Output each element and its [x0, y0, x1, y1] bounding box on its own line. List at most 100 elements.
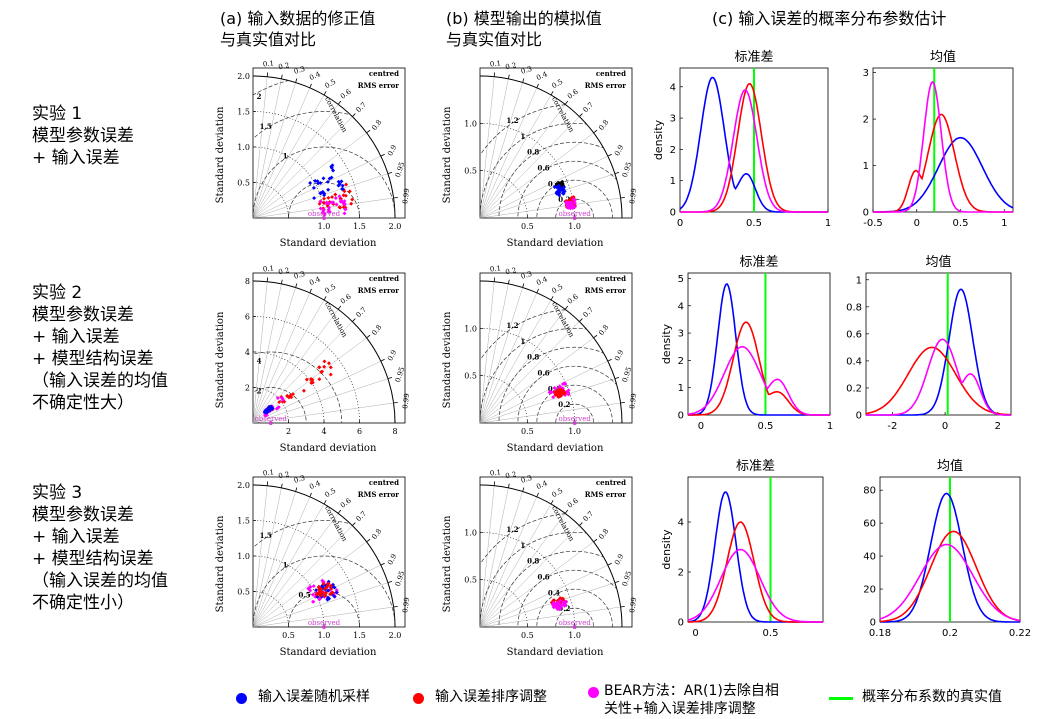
- y-tick-label: 0: [670, 208, 676, 219]
- rms-label: 1: [283, 561, 288, 570]
- x-tick-label: -2: [887, 421, 897, 432]
- y-tick-label: 1: [863, 161, 869, 172]
- observed-point: [268, 421, 273, 425]
- density-curve-red: [879, 530, 1021, 623]
- y-tick-label: 2: [678, 568, 684, 579]
- x-tick-label: 0.5: [758, 421, 774, 432]
- rms-arc: [555, 403, 594, 423]
- correlation-ray: [252, 485, 268, 628]
- y-axis-label: Standard deviation: [442, 515, 453, 612]
- correlation-label: 0.1: [490, 264, 502, 273]
- rms-label: 1.2: [506, 321, 518, 330]
- correlation-tick: [352, 113, 356, 117]
- correlation-ray: [252, 491, 296, 628]
- x-tick-label: 1.5: [353, 222, 366, 231]
- observed-point: [572, 421, 577, 425]
- data-point-blue: [325, 597, 330, 602]
- correlation-tick: [337, 509, 342, 514]
- correlation-ray: [479, 402, 621, 424]
- rms-label: 0.8: [527, 353, 539, 362]
- data-point-red: [322, 364, 327, 369]
- x-tick-label: 0.5: [763, 628, 779, 639]
- data-point-blue: [327, 176, 332, 181]
- correlation-ray: [252, 582, 388, 628]
- correlation-ray: [252, 173, 388, 219]
- correlation-label: 0.99: [628, 188, 638, 205]
- rms-arc: [555, 198, 594, 218]
- correlation-label: 0.95: [394, 570, 406, 587]
- data-point-blue: [326, 187, 331, 192]
- data-point-magenta: [321, 208, 326, 213]
- correlation-ray: [479, 491, 523, 628]
- observed-label: observed: [558, 210, 591, 218]
- correlation-ray: [479, 132, 594, 219]
- observed-label: observed: [558, 619, 591, 627]
- y-axis-label: Standard deviation: [442, 106, 453, 203]
- observed-label: observed: [308, 210, 341, 218]
- y-tick-label: 0.5: [237, 179, 250, 188]
- correlation-ray: [479, 78, 509, 219]
- density-curve-magenta: [873, 80, 1013, 213]
- x-tick-label: 1.0: [568, 427, 581, 436]
- data-point-magenta: [326, 209, 331, 214]
- data-point-red: [321, 582, 326, 587]
- correlation-ray: [252, 309, 339, 424]
- y-tick-label: 40: [863, 552, 876, 563]
- correlation-tick: [337, 100, 342, 105]
- taylor-outer-arc: [252, 484, 396, 628]
- centred-text: centred: [596, 274, 626, 283]
- data-point-blue: [336, 179, 341, 184]
- correlation-label: 0.6: [566, 292, 580, 305]
- correlation-tick: [607, 562, 612, 566]
- taylor-frame: [479, 272, 633, 424]
- y-axis-label: Standard deviation: [442, 311, 453, 408]
- correlation-ray: [252, 155, 381, 219]
- x-tick-label: 1: [827, 421, 833, 432]
- y-tick-label: 1: [856, 275, 862, 286]
- correlation-ray: [479, 299, 552, 424]
- legend-reorder-marker: [413, 693, 424, 704]
- centred-text: centred: [369, 69, 399, 78]
- data-point-blue: [340, 183, 345, 188]
- correlation-ray: [479, 197, 621, 219]
- correlation-label: 0.99: [401, 597, 411, 614]
- rms-label: 1.5: [260, 531, 272, 540]
- x-tick-label: -0.5: [863, 218, 883, 229]
- density-frame: [872, 67, 1014, 213]
- rms-arc: [536, 384, 613, 423]
- y-tick-label: 60: [863, 519, 876, 530]
- data-point-magenta: [343, 207, 348, 212]
- correlation-tick: [593, 334, 598, 339]
- rms-label: 1.2: [506, 116, 518, 125]
- y-tick-label: 0: [678, 411, 684, 422]
- data-point-blue: [321, 176, 326, 181]
- correlation-tick: [614, 580, 620, 584]
- rms-label: 0.8: [527, 557, 539, 566]
- data-point-red: [561, 596, 565, 601]
- x-tick-label: 0.5: [282, 631, 295, 640]
- correlation-label: 0.8: [370, 118, 383, 132]
- data-point-red: [323, 586, 328, 591]
- data-point-red: [326, 361, 331, 366]
- legend-bear-marker: [588, 687, 599, 698]
- taylor-outer-arc: [252, 280, 396, 424]
- density-title: 标准差: [739, 255, 778, 270]
- correlation-tick: [564, 100, 569, 105]
- density-title: 均值: [925, 254, 951, 270]
- rms-error-text: RMS error: [358, 81, 400, 90]
- y-tick-label: 2: [670, 145, 676, 156]
- correlation-ray: [479, 513, 566, 628]
- y-tick-label: 0.4: [846, 356, 862, 367]
- correlation-ray: [252, 82, 296, 219]
- y-tick-label: 1: [678, 383, 684, 394]
- data-point-blue: [340, 186, 345, 191]
- correlation-tick: [508, 279, 510, 284]
- correlation-ray: [479, 104, 566, 219]
- correlation-tick: [380, 358, 385, 362]
- column-header-b: (b) 模型输出的模拟值 与真实值对比: [446, 9, 602, 49]
- correlation-label: 0.8: [597, 118, 610, 132]
- density-curve-magenta: [866, 338, 1011, 416]
- correlation-ray: [479, 360, 608, 424]
- observed-label: observed: [308, 619, 341, 627]
- correlation-ray: [252, 132, 367, 219]
